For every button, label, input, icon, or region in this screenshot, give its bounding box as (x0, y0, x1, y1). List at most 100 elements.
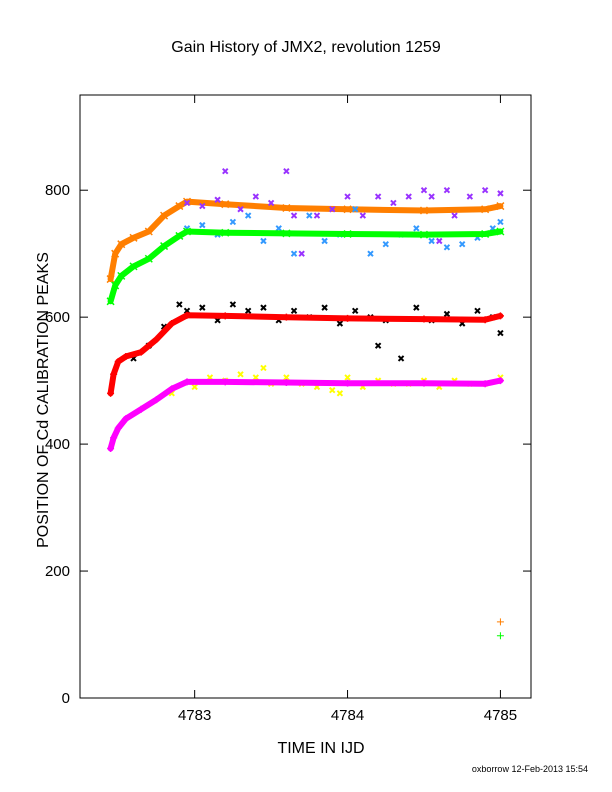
data-point (107, 445, 115, 453)
data-point (129, 262, 138, 271)
data-point (111, 249, 120, 258)
data-point (290, 212, 298, 219)
data-point (137, 348, 145, 356)
data-point (436, 237, 443, 245)
series-fit (107, 311, 504, 397)
data-point (221, 312, 229, 320)
y-tick-label: 200 (45, 563, 70, 580)
data-point (321, 237, 328, 245)
data-point (237, 206, 244, 213)
data-point (275, 225, 282, 232)
data-point (496, 202, 505, 211)
data-point (221, 228, 230, 237)
data-series (106, 167, 505, 640)
series-single (496, 632, 504, 640)
data-point (481, 187, 489, 194)
data-point (252, 374, 260, 381)
data-point (106, 297, 115, 306)
data-point (481, 229, 490, 239)
data-point (290, 307, 298, 315)
x-tick-label: 4783 (178, 707, 211, 724)
data-point (160, 242, 169, 251)
data-point (497, 218, 504, 226)
data-point (374, 342, 382, 349)
data-point (214, 196, 221, 203)
data-point (481, 205, 490, 214)
data-point (443, 244, 451, 251)
data-point (451, 212, 458, 219)
data-point (405, 193, 412, 200)
data-point (329, 386, 336, 394)
data-point (183, 199, 191, 207)
data-point (199, 221, 206, 229)
data-point (496, 312, 504, 320)
data-point (282, 229, 291, 238)
data-point (260, 304, 267, 311)
data-point (306, 212, 313, 219)
data-point (244, 212, 252, 219)
data-point (282, 203, 291, 213)
data-point (420, 379, 428, 387)
data-point (321, 304, 328, 311)
data-point (110, 370, 118, 378)
data-point (129, 233, 138, 242)
data-point (168, 320, 176, 328)
data-point (313, 212, 321, 219)
data-point (191, 383, 198, 391)
data-point (497, 329, 504, 337)
series-line (107, 377, 504, 452)
data-point (496, 632, 504, 640)
data-point (497, 190, 504, 197)
data-point (114, 424, 122, 432)
data-point (252, 193, 260, 200)
y-tick-label: 600 (45, 309, 70, 326)
data-point (466, 193, 474, 200)
x-tick-label: 4784 (331, 707, 364, 724)
data-point (221, 378, 229, 386)
y-tick-label: 0 (62, 690, 70, 707)
data-point (474, 307, 481, 315)
data-point (496, 227, 505, 236)
plot-frame (79, 94, 532, 699)
data-point (221, 200, 230, 209)
series-line (107, 228, 504, 305)
data-point (344, 314, 352, 322)
axis-ticks: 0 200 400 600 800 4783 4784 4785 (45, 95, 531, 724)
data-point (496, 618, 504, 626)
series-scatter (183, 167, 504, 257)
data-point (114, 358, 122, 366)
data-point (481, 380, 489, 388)
data-point (336, 320, 344, 327)
series-scatter (130, 301, 504, 362)
data-point (390, 199, 397, 207)
data-point (374, 193, 382, 200)
data-point (344, 379, 352, 387)
data-point (282, 379, 290, 387)
data-point (117, 240, 126, 249)
data-point (458, 240, 466, 248)
data-point (290, 250, 298, 257)
data-point (199, 304, 206, 311)
data-point (343, 229, 352, 239)
data-point (168, 385, 176, 393)
data-point (282, 313, 290, 321)
data-point (344, 374, 351, 381)
data-point (336, 390, 344, 397)
data-point (329, 206, 336, 213)
series-line (107, 312, 504, 397)
data-point (382, 240, 389, 248)
data-point (413, 225, 420, 232)
data-point (351, 206, 359, 213)
data-point (419, 230, 429, 239)
data-point (183, 311, 191, 319)
data-point (222, 167, 229, 175)
series-fit (107, 377, 504, 453)
data-point (182, 227, 192, 236)
data-point (481, 316, 489, 324)
data-point (183, 378, 191, 386)
series-fit (106, 197, 505, 284)
data-point (199, 202, 206, 210)
data-point (117, 271, 126, 280)
x-tick-label: 4785 (484, 707, 517, 724)
